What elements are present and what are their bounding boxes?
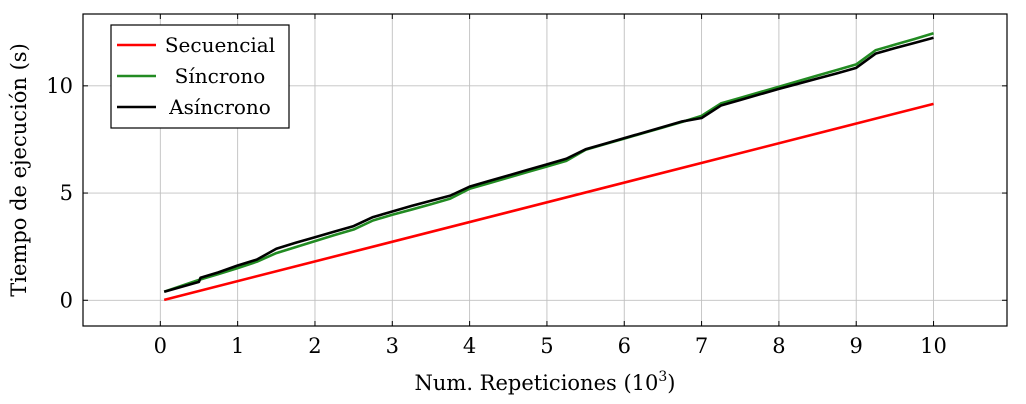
- series-line-2: [163, 36, 934, 293]
- x-tick-label: 4: [463, 334, 476, 358]
- x-tick-label: 9: [850, 334, 863, 358]
- x-tick-label: 0: [154, 334, 167, 358]
- x-tick-labels: 0 1 2 3 4 5 6 7 8 9 10: [154, 334, 947, 358]
- legend: Secuencial Síncrono Asíncrono: [110, 24, 290, 129]
- y-tick-label: 10: [46, 74, 73, 98]
- x-tick-label: 10: [920, 334, 947, 358]
- y-tick-labels: 0 5 10: [46, 74, 73, 312]
- legend-label: Asíncrono: [168, 95, 271, 119]
- x-tick-label: 6: [618, 334, 631, 358]
- y-axis-label: Tiempo de ejecución (s): [7, 43, 31, 297]
- x-tick-label: 2: [308, 334, 321, 358]
- x-tick-label: 5: [540, 334, 553, 358]
- x-tick-label: 8: [772, 334, 785, 358]
- y-tick-label: 5: [60, 181, 73, 205]
- y-tick-label: 0: [60, 288, 73, 312]
- series-line-0: [163, 102, 934, 302]
- x-tick-label: 1: [231, 334, 244, 358]
- plot-frame: [82, 13, 1008, 327]
- series-lines: [163, 32, 934, 302]
- series-line-1: [163, 32, 934, 293]
- x-axis-label-close: ): [667, 371, 675, 395]
- legend-label: Secuencial: [165, 33, 275, 57]
- x-axis-label-sup: 3: [658, 369, 667, 385]
- x-tick-label: 7: [695, 334, 708, 358]
- legend-label: Síncrono: [175, 64, 266, 88]
- x-axis-label: Num. Repeticiones (103): [415, 369, 676, 395]
- x-axis-label-text: Num. Repeticiones (10: [415, 371, 659, 395]
- x-tick-label: 3: [386, 334, 399, 358]
